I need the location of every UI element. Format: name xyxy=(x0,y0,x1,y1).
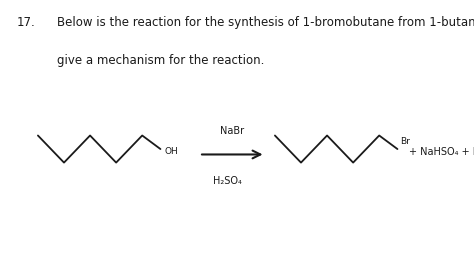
Text: 17.: 17. xyxy=(17,16,36,29)
Text: + NaHSO₄ + H₂O: + NaHSO₄ + H₂O xyxy=(409,147,474,157)
Text: give a mechanism for the reaction.: give a mechanism for the reaction. xyxy=(57,54,264,67)
Text: Br: Br xyxy=(400,137,410,146)
Text: H₂SO₄: H₂SO₄ xyxy=(213,176,242,186)
Text: NaBr: NaBr xyxy=(220,125,244,136)
Text: OH: OH xyxy=(164,147,178,156)
Text: Below is the reaction for the synthesis of 1-bromobutane from 1-butanol,: Below is the reaction for the synthesis … xyxy=(57,16,474,29)
